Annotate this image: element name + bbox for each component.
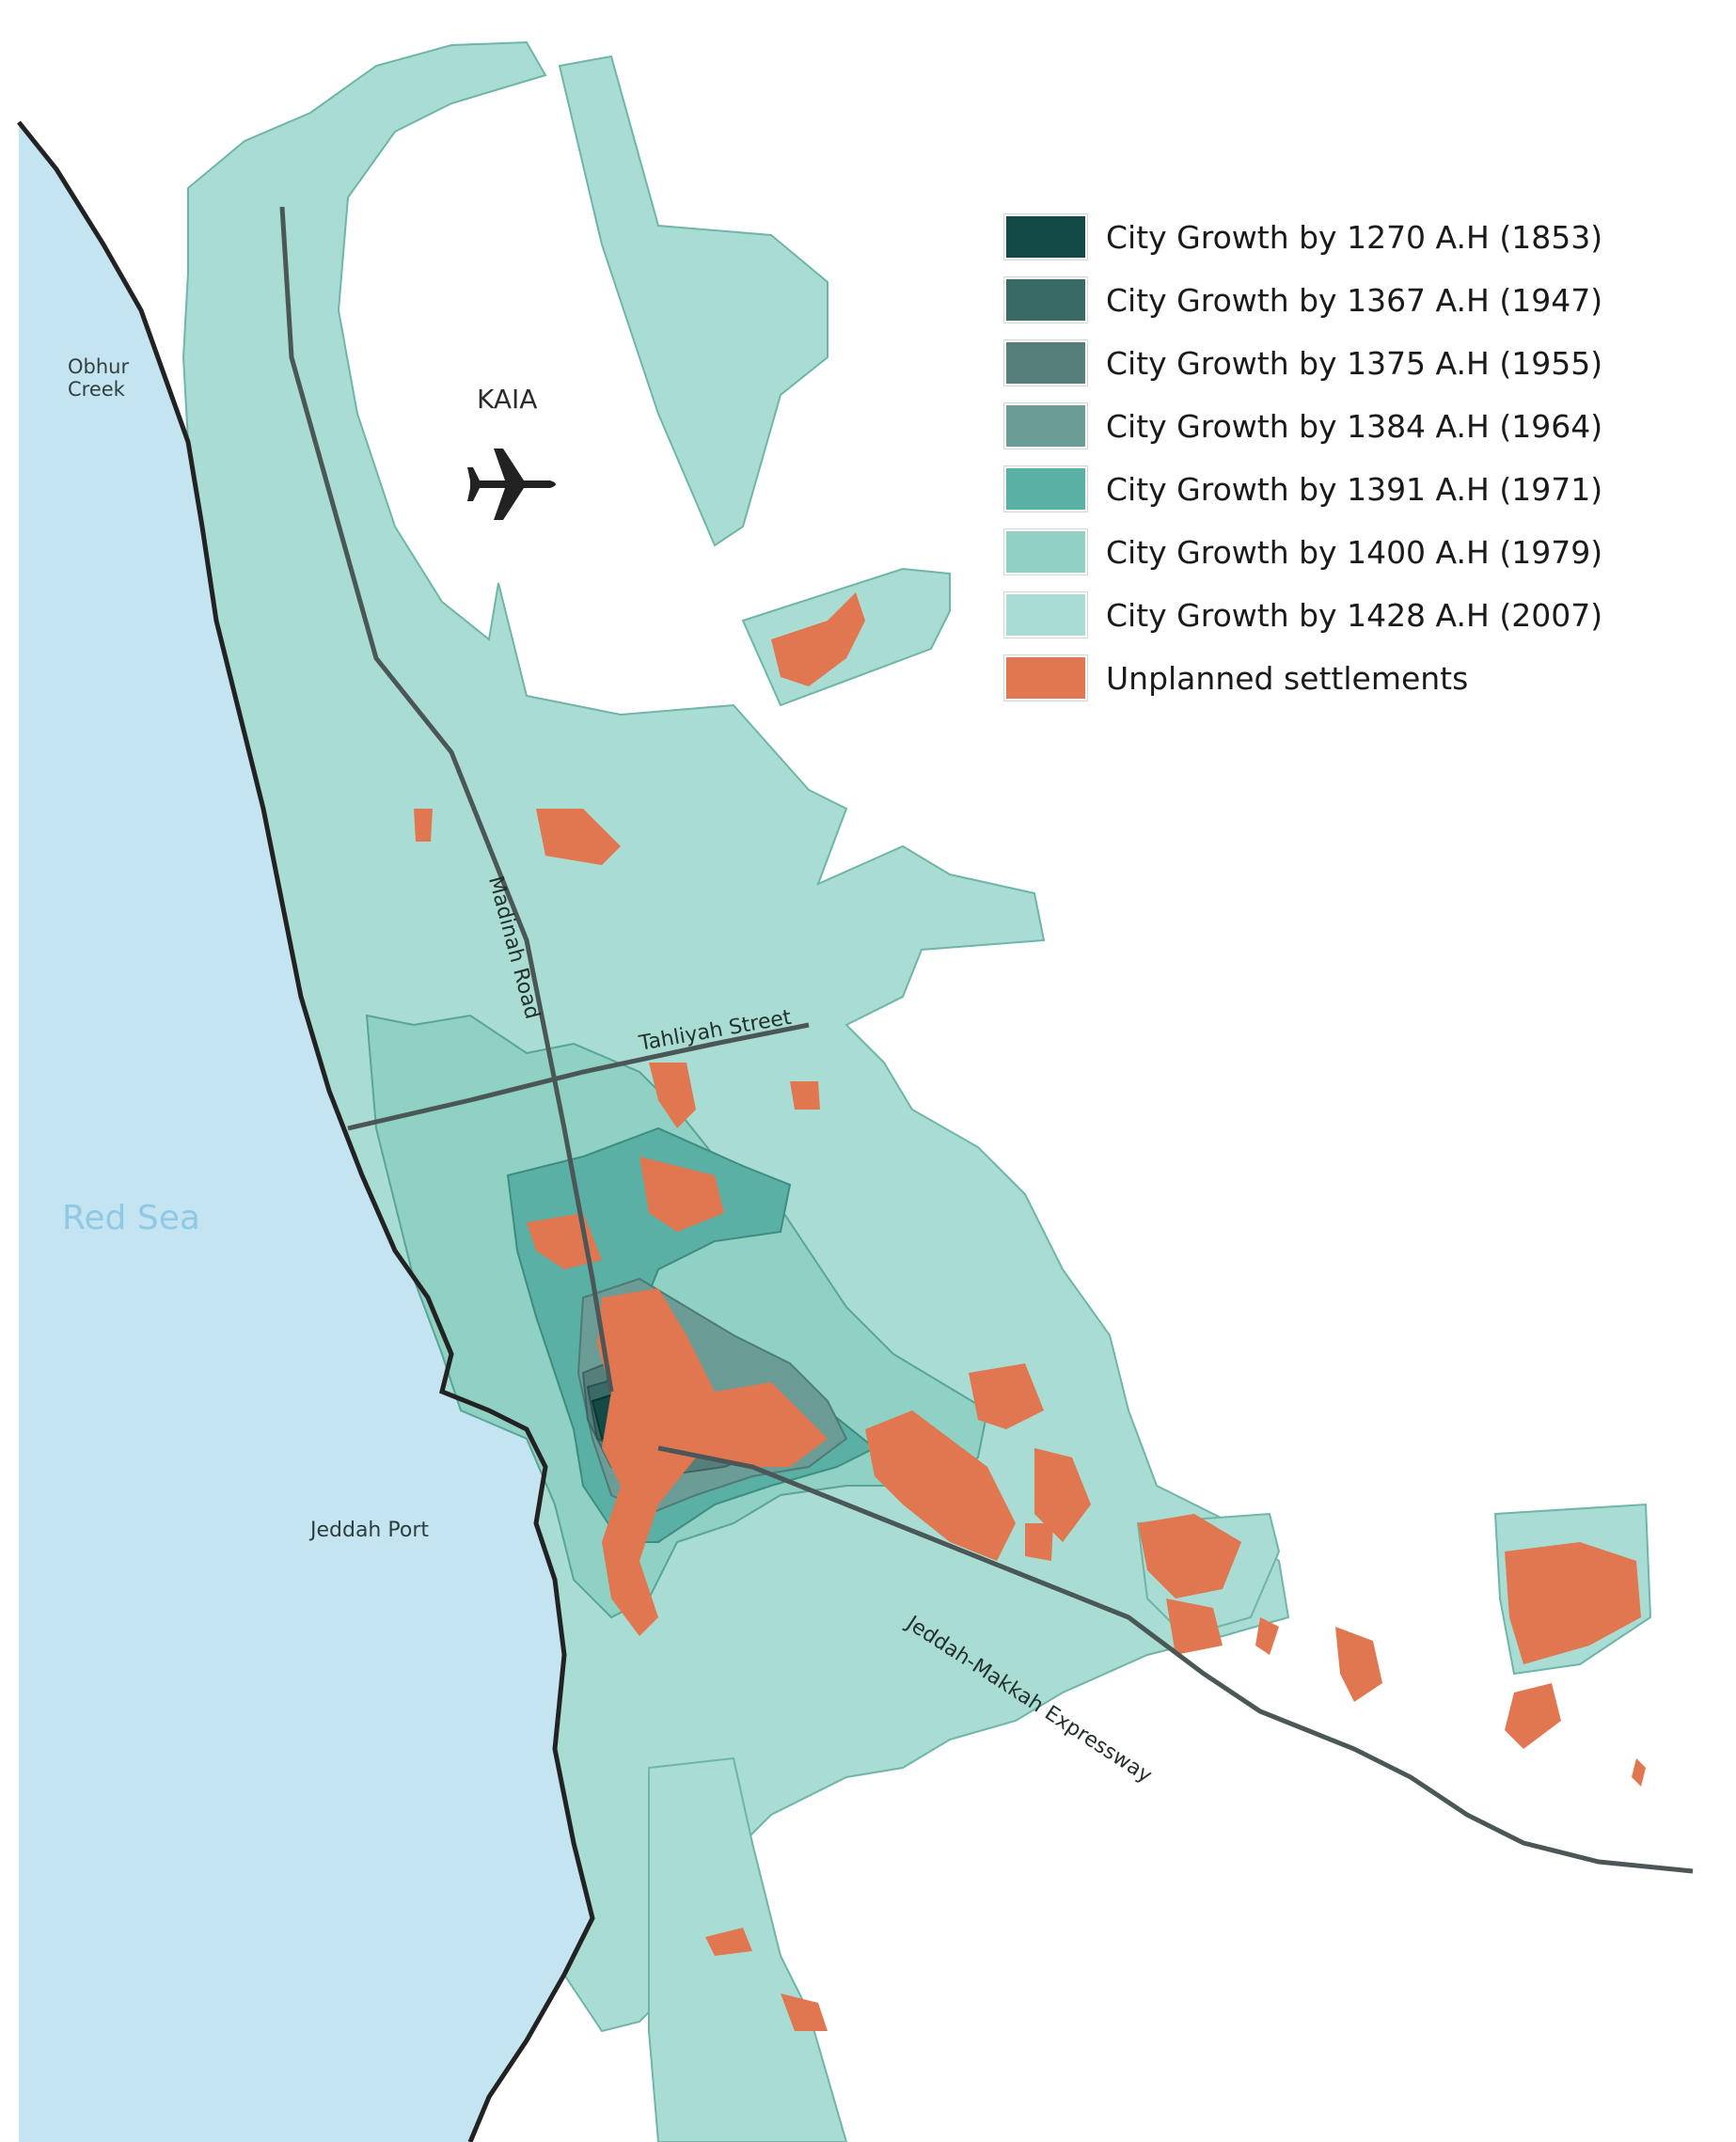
obhur-creek-label: Obhur Creek [68, 355, 129, 401]
unplanned-patch-east-3 [1034, 1448, 1091, 1542]
unplanned-settlements [414, 592, 1646, 2031]
unplanned-patch-far-east [1505, 1542, 1641, 1664]
airplane-tail-top [467, 467, 480, 480]
unplanned-patch-airport-east [771, 592, 865, 686]
obhur-creek-line1: Obhur [68, 355, 130, 378]
unplanned-patch-north [536, 809, 621, 865]
unplanned-patch-a [649, 1063, 696, 1128]
legend-swatch-1979 [1003, 528, 1088, 575]
legend-label-1947: City Growth by 1367 A.H (1947) [1106, 281, 1603, 319]
unplanned-patch-east-4 [1138, 1514, 1241, 1599]
growth-2007-north-strip [558, 55, 829, 547]
airplane-wing-bottom [494, 488, 524, 520]
legend-label-unplanned: Unplanned settlements [1106, 659, 1469, 697]
legend-label-1964: City Growth by 1384 A.H (1964) [1106, 407, 1603, 445]
legend-item-2007: City Growth by 1428 A.H (2007) [1003, 591, 1663, 638]
unplanned-patch-east-5 [1166, 1599, 1223, 1655]
legend-swatch-1955 [1003, 339, 1088, 386]
unplanned-patch-se-2 [1505, 1683, 1561, 1749]
tahliyah-street-line [347, 1022, 810, 1131]
legend-swatch-1947 [1003, 276, 1088, 323]
unplanned-patch-mid-2 [1025, 1523, 1053, 1561]
legend-label-1971: City Growth by 1391 A.H (1971) [1106, 470, 1603, 508]
unplanned-patch-west [414, 809, 433, 842]
unplanned-patch-south-1 [705, 1928, 752, 1956]
airplane-icon [467, 449, 556, 520]
legend-label-1853: City Growth by 1270 A.H (1853) [1106, 218, 1603, 256]
unplanned-patch-core [597, 1288, 828, 1636]
legend-label-1955: City Growth by 1375 A.H (1955) [1106, 344, 1603, 382]
unplanned-patch-se-1 [1335, 1627, 1382, 1702]
legend-item-1971: City Growth by 1391 A.H (1971) [1003, 465, 1663, 512]
legend-item-1947: City Growth by 1367 A.H (1947) [1003, 276, 1663, 323]
legend-item-unplanned: Unplanned settlements [1003, 654, 1663, 701]
red-sea-water [19, 122, 592, 2142]
legend-label-2007: City Growth by 1428 A.H (2007) [1106, 596, 1603, 634]
legend-item-1979: City Growth by 1400 A.H (1979) [1003, 528, 1663, 575]
airplane-fuselage [470, 480, 556, 488]
unplanned-patch-south-2 [781, 1993, 828, 2031]
legend-swatch-1964 [1003, 402, 1088, 449]
legend-swatch-1971 [1003, 465, 1088, 512]
airplane-wing-top [494, 449, 524, 480]
legend-label-1979: City Growth by 1400 A.H (1979) [1106, 533, 1603, 571]
unplanned-patch-east-2 [969, 1363, 1044, 1429]
legend-swatch-2007 [1003, 591, 1088, 638]
kaia-label: KAIA [477, 384, 538, 415]
jeddah-port-label: Jeddah Port [310, 1519, 429, 1542]
unplanned-patch-se-3 [1632, 1758, 1646, 1787]
map-legend: City Growth by 1270 A.H (1853) City Grow… [1003, 213, 1663, 718]
madinah-road-line [279, 206, 614, 1393]
red-sea-label: Red Sea [62, 1199, 200, 1237]
legend-item-1853: City Growth by 1270 A.H (1853) [1003, 213, 1663, 260]
unplanned-patch-b [639, 1157, 724, 1232]
coastline [17, 120, 595, 2142]
legend-item-1955: City Growth by 1375 A.H (1955) [1003, 339, 1663, 386]
expressway-line [657, 1445, 1694, 1874]
legend-swatch-unplanned [1003, 654, 1088, 701]
obhur-creek-line2: Creek [68, 378, 125, 401]
unplanned-patch-east-6 [1255, 1617, 1279, 1655]
legend-swatch-1853 [1003, 213, 1088, 260]
legend-item-1964: City Growth by 1384 A.H (1964) [1003, 402, 1663, 449]
airplane-tail-bottom [467, 488, 480, 501]
unplanned-patch-mid [790, 1081, 820, 1110]
unplanned-patch-east-1 [865, 1410, 1016, 1561]
